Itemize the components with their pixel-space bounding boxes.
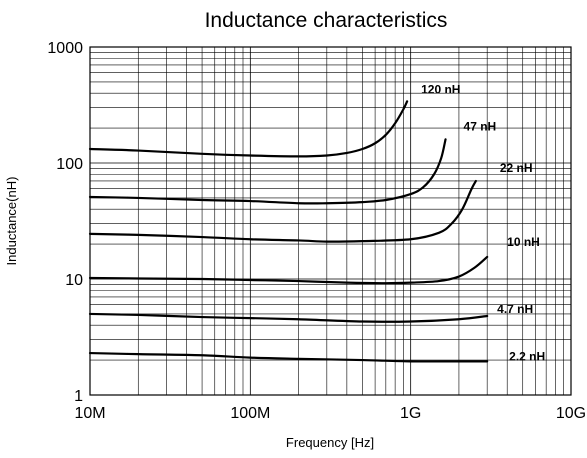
y-tick-label: 1 bbox=[74, 388, 83, 405]
x-axis-label: Frequency [Hz] bbox=[286, 435, 374, 450]
tick-labels: 10M 100M 1G 10G 1 10 100 1000 bbox=[47, 40, 586, 422]
series-line bbox=[88, 255, 489, 285]
series-label: 47 nH bbox=[464, 119, 497, 133]
series-labels: 120 nH 47 nH 22 nH 10 nH 4.7 nH 2.2 nH bbox=[421, 82, 545, 363]
x-tick-label: 1G bbox=[400, 405, 421, 422]
y-tick-label: 10 bbox=[65, 272, 83, 289]
series-line bbox=[88, 100, 409, 158]
series-label: 120 nH bbox=[421, 82, 460, 96]
y-tick-label: 1000 bbox=[47, 40, 83, 57]
grid bbox=[90, 47, 571, 395]
series-line bbox=[88, 179, 477, 243]
series-label: 22 nH bbox=[500, 161, 533, 175]
series-line bbox=[88, 312, 489, 323]
series-line bbox=[88, 138, 447, 205]
series-curves bbox=[88, 100, 489, 363]
x-tick-label: 10M bbox=[74, 405, 105, 422]
series-line bbox=[88, 351, 489, 363]
x-tick-label: 100M bbox=[230, 405, 270, 422]
x-tick-label: 10G bbox=[556, 405, 586, 422]
y-axis-label: Inductance(nH) bbox=[4, 177, 19, 266]
plot-frame bbox=[89, 46, 572, 396]
series-label: 2.2 nH bbox=[509, 349, 545, 363]
y-tick-label: 100 bbox=[56, 156, 83, 173]
series-label: 10 nH bbox=[507, 235, 540, 249]
series-label: 4.7 nH bbox=[497, 302, 533, 316]
chart-title: Inductance characteristics bbox=[205, 9, 448, 32]
